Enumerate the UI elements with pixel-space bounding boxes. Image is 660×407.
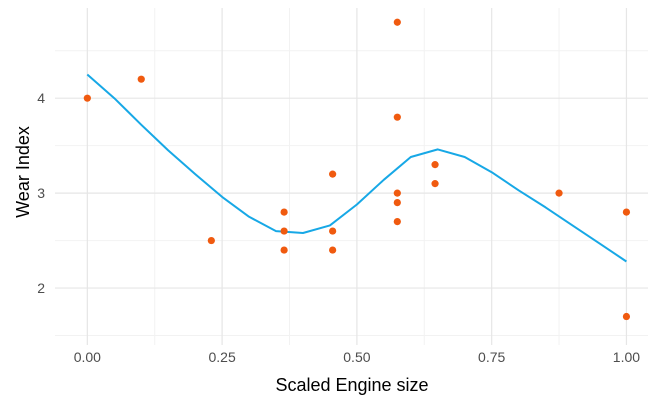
data-point	[329, 246, 337, 254]
data-point	[280, 227, 288, 235]
y-axis-title: Wear Index	[13, 126, 33, 218]
minor-gridlines	[55, 8, 648, 345]
data-point	[83, 94, 91, 102]
data-point	[393, 217, 401, 226]
points-layer	[83, 18, 631, 321]
y-tick-label: 4	[37, 90, 45, 106]
data-point	[555, 189, 563, 197]
data-point	[393, 189, 401, 197]
fit-line-layer	[86, 73, 627, 263]
data-point	[329, 227, 337, 235]
data-point	[431, 180, 439, 188]
x-axis-title: Scaled Engine size	[275, 375, 428, 395]
data-point	[280, 208, 288, 216]
x-tick-label: 0.25	[208, 349, 235, 365]
x-tick-label: 0.50	[343, 349, 370, 365]
data-point	[622, 312, 631, 321]
data-point	[393, 18, 401, 26]
data-point	[280, 246, 288, 254]
fit-line	[86, 73, 627, 263]
data-point	[622, 208, 631, 216]
data-point	[393, 199, 401, 207]
data-point	[329, 170, 337, 178]
y-axis-tick-labels: 2 3 4	[37, 90, 45, 296]
x-tick-label: 0.00	[74, 349, 101, 365]
data-point	[137, 75, 145, 83]
data-point	[431, 161, 439, 169]
major-gridlines	[55, 8, 648, 345]
data-point	[393, 113, 401, 121]
data-point	[207, 236, 215, 245]
x-tick-label: 1.00	[613, 349, 640, 365]
y-tick-label: 3	[37, 185, 45, 201]
x-tick-label: 0.75	[478, 349, 505, 365]
x-axis-tick-labels: 0.00 0.25 0.50 0.75 1.00	[74, 349, 641, 365]
y-tick-label: 2	[37, 280, 45, 296]
